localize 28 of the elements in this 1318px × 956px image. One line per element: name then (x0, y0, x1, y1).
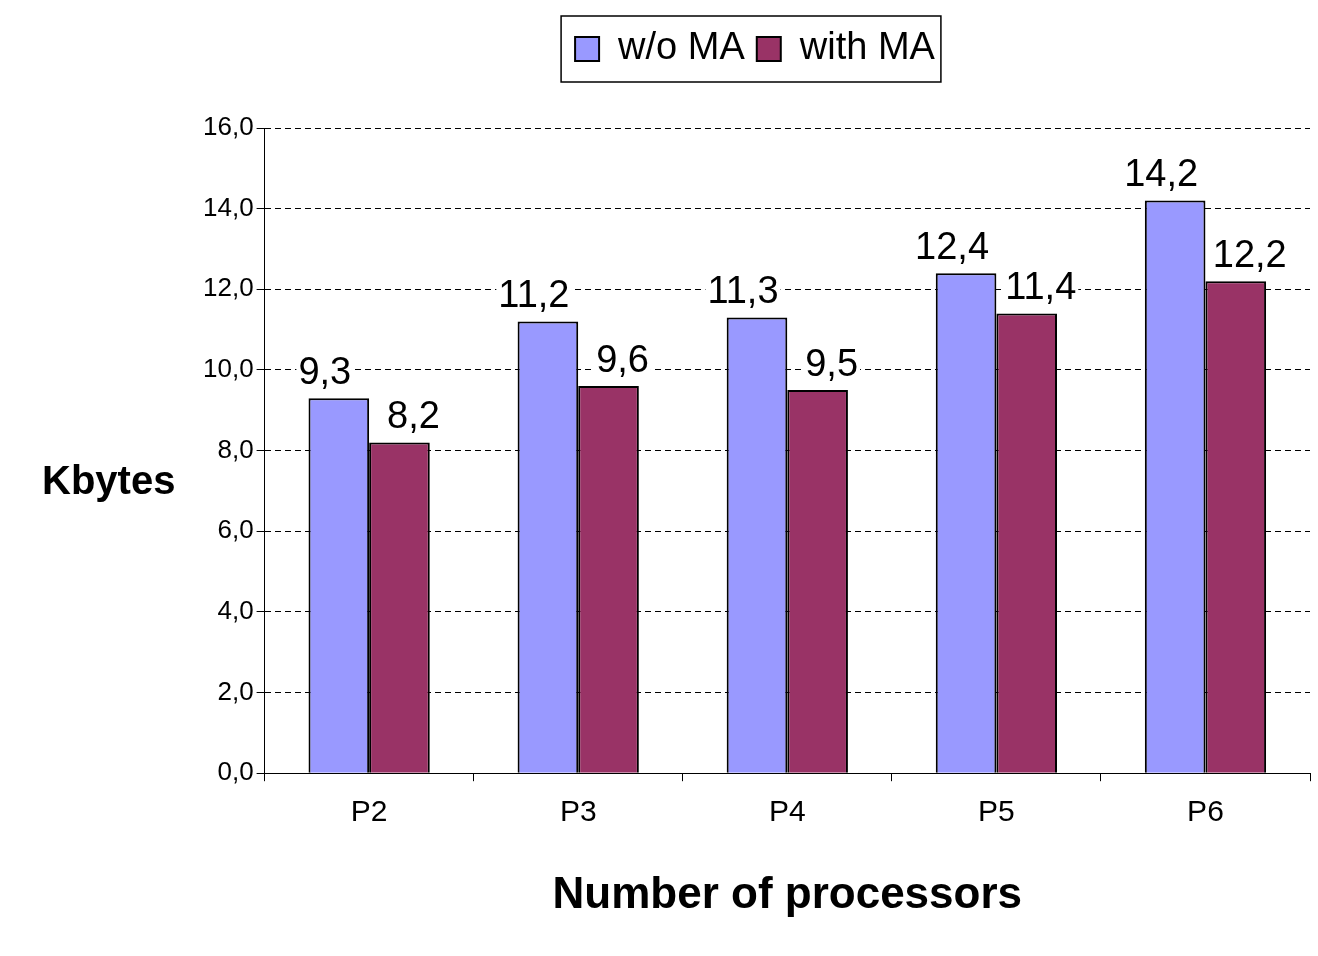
data-label: 11,3 (707, 269, 779, 312)
x-tick-label: P5 (978, 794, 1015, 828)
y-tick-label: 2,0 (217, 675, 254, 706)
y-tick-label: 0,0 (217, 756, 254, 787)
x-tick-label: P3 (559, 794, 597, 828)
y-tick-label: 12,0 (202, 272, 254, 303)
y-tick-label: 14,0 (202, 191, 254, 222)
data-label: 8,2 (387, 394, 440, 437)
data-label: 14,2 (1124, 152, 1199, 195)
data-label: 9,5 (805, 341, 859, 384)
x-tick-label: P4 (768, 794, 806, 828)
x-tick-label: P6 (1187, 794, 1224, 828)
y-tick-label: 6,0 (217, 514, 254, 545)
y-tick-label: 10,0 (202, 353, 254, 384)
legend-label: w/o MA (617, 25, 746, 68)
y-tick-label: 16,0 (202, 111, 254, 142)
y-axis-title: Kbytes (42, 457, 176, 502)
x-axis-title: Number of processors (552, 867, 1023, 917)
data-label: 12,2 (1212, 232, 1287, 275)
y-tick-label: 8,0 (217, 433, 254, 464)
data-label: 11,2 (498, 273, 570, 316)
data-label: 9,3 (298, 349, 352, 392)
data-label: 12,4 (915, 224, 990, 267)
data-label: 9,6 (596, 337, 649, 380)
legend-label: with MA (798, 25, 936, 68)
data-label: 11,4 (1005, 264, 1077, 307)
y-tick-label: 4,0 (217, 595, 254, 626)
x-tick-label: P2 (350, 794, 388, 828)
